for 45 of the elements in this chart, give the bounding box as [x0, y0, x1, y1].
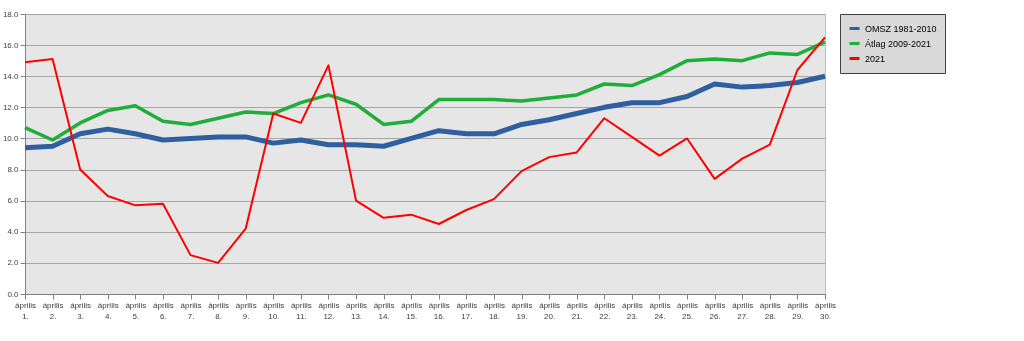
line-series [23, 40, 827, 142]
x-tick-label: április 4. [97, 300, 119, 321]
y-tick-label: 12.0 [2, 102, 20, 112]
x-tick-label: április 5. [125, 300, 147, 321]
x-tick-label: április 18. [484, 300, 505, 321]
x-tick-label: április 25. [677, 300, 699, 321]
x-tick-label: április 8. [208, 300, 230, 321]
x-tick-label: április 11. [290, 300, 312, 321]
x-tick-label: április 12. [318, 300, 340, 321]
y-tick-label: 2.0 [7, 258, 20, 268]
x-tick-label: április 26. [704, 300, 726, 321]
x-tick-label: április 24. [649, 300, 671, 321]
x-tick-label: április 7. [180, 300, 202, 321]
x-tick-label: április 17. [456, 300, 478, 321]
x-tick-label: április 16. [428, 300, 450, 321]
line-series [24, 36, 826, 264]
x-tick-label: április 6. [152, 300, 174, 321]
x-tick-label: április 2. [42, 300, 64, 321]
x-tick-label: április 21. [566, 300, 588, 321]
x-tick-label: április 20. [539, 300, 561, 321]
y-tick-label: 4.0 [7, 227, 20, 237]
x-tick-label: április 22. [594, 300, 616, 321]
x-tick-label: április 23. [621, 300, 643, 321]
y-tick-label: 14.0 [2, 71, 20, 81]
x-tick-label: április 30. [815, 300, 836, 321]
y-tick-label: 8.0 [7, 165, 20, 175]
x-tick-label: április 3. [70, 300, 92, 321]
y-tick-label: 18.0 [2, 9, 20, 19]
legend-label: 2021 [865, 53, 886, 64]
y-tick-label: 10.0 [2, 133, 20, 143]
y-tick-label: 16.0 [2, 40, 20, 50]
x-tick-label: április 9. [235, 300, 257, 321]
x-tick-label: április 10. [263, 300, 285, 321]
legend-label: OMSZ 1981-2010 [865, 23, 937, 34]
y-tick-label: 0.0 [7, 289, 20, 299]
x-tick-label: április 28. [759, 300, 781, 321]
x-tick-label: április 19. [511, 300, 533, 321]
y-tick-label: 6.0 [7, 196, 20, 206]
x-tick-label: április 15. [401, 300, 423, 321]
x-tick-label: április 29. [787, 300, 809, 321]
legend-label: Átlag 2009-2021 [865, 38, 932, 49]
x-tick-label: április 27. [732, 300, 754, 321]
x-tick-label: április 14. [373, 300, 395, 321]
x-tick-label: április 13. [346, 300, 367, 321]
x-tick-label: április 1. [15, 300, 36, 321]
